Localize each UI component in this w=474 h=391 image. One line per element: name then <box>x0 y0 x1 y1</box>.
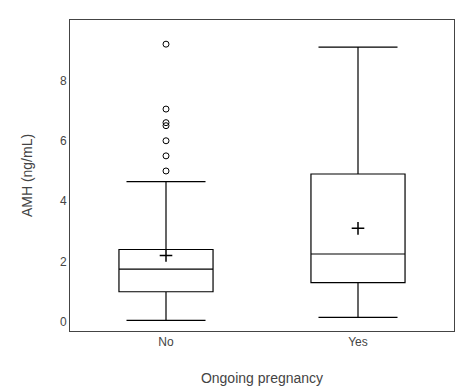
svg-text:2: 2 <box>60 255 67 269</box>
svg-text:Yes: Yes <box>348 335 368 349</box>
svg-text:Ongoing pregnancy: Ongoing pregnancy <box>201 370 323 386</box>
svg-text:4: 4 <box>60 194 67 208</box>
svg-text:No: No <box>158 335 174 349</box>
svg-text:6: 6 <box>60 134 67 148</box>
svg-text:0: 0 <box>60 315 67 329</box>
svg-text:AMH (ng/mL): AMH (ng/mL) <box>19 134 35 217</box>
svg-text:8: 8 <box>60 74 67 88</box>
